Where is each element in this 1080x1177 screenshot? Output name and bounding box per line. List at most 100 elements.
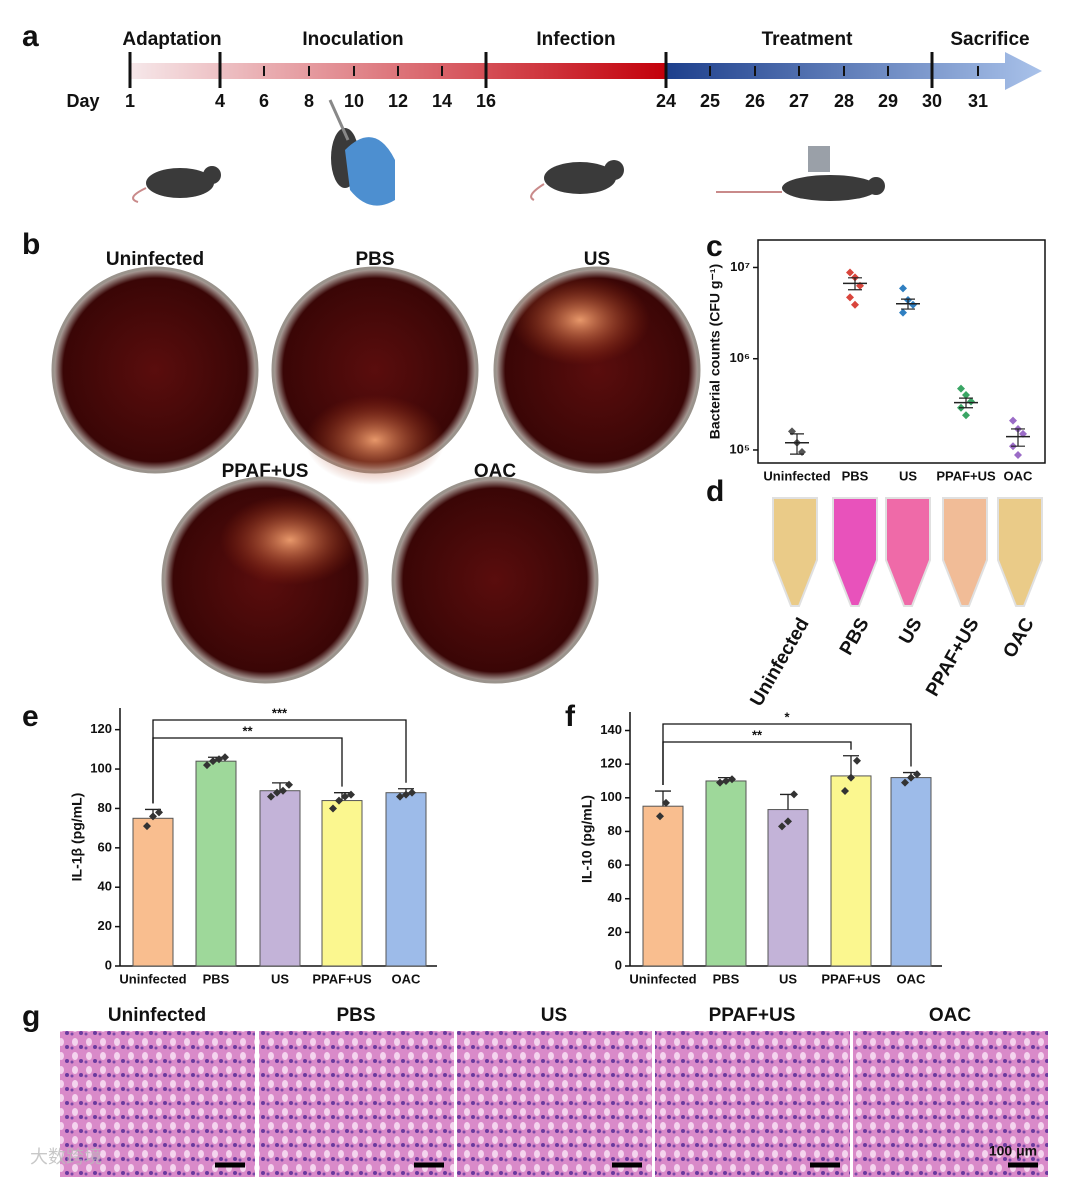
x-tick-label: PPAF+US xyxy=(821,971,881,986)
day-label: Day xyxy=(66,91,99,111)
bar xyxy=(132,817,174,967)
bar xyxy=(259,790,301,967)
data-point xyxy=(716,778,724,787)
significance-label: ** xyxy=(242,723,253,738)
significance-bracket xyxy=(662,741,852,786)
significance-bracket xyxy=(662,723,912,786)
data-point xyxy=(846,268,854,277)
day-number: 29 xyxy=(878,91,898,111)
day-number: 26 xyxy=(745,91,765,111)
bar xyxy=(890,777,932,967)
watermark: 大数跨境 xyxy=(30,1147,102,1167)
phase-label: Infection xyxy=(536,29,615,50)
y-tick-label: 80 xyxy=(608,823,622,838)
plate-title: US xyxy=(584,249,610,270)
data-point xyxy=(790,790,798,799)
day-number: 16 xyxy=(476,91,496,111)
data-point xyxy=(728,775,736,784)
data-point xyxy=(341,792,349,801)
y-tick-label: 60 xyxy=(98,839,112,854)
y-tick-label: 40 xyxy=(608,890,622,905)
day-number: 6 xyxy=(259,91,269,111)
significance-label: * xyxy=(784,709,790,724)
day-number: 12 xyxy=(388,91,408,111)
panel-label: g xyxy=(22,1000,40,1033)
data-point xyxy=(396,792,404,801)
x-tick-label: PBS xyxy=(713,971,740,986)
data-point xyxy=(841,787,849,796)
data-point xyxy=(853,756,861,765)
tube-label: OAC xyxy=(999,614,1038,661)
y-tick-label: 0 xyxy=(615,957,622,972)
day-number: 4 xyxy=(215,91,225,111)
bar xyxy=(385,792,427,967)
tube xyxy=(942,497,988,607)
y-tick-label: 20 xyxy=(98,918,112,933)
data-point xyxy=(899,308,907,317)
x-tick-label: Uninfected xyxy=(629,971,696,986)
data-point xyxy=(329,804,337,813)
data-point xyxy=(203,761,211,770)
panel-label: f xyxy=(565,700,576,733)
bar xyxy=(767,809,809,967)
histology-image xyxy=(655,1031,850,1177)
histology: g Uninfected PBS US PPAF+US OAC 100 μm xyxy=(22,1000,1048,1177)
tube-label: PPAF+US xyxy=(922,615,984,701)
data-point xyxy=(143,822,151,831)
data-point xyxy=(656,812,664,821)
x-tick-label: PBS xyxy=(842,468,869,483)
x-tick-label: OAC xyxy=(897,971,927,986)
significance-label: *** xyxy=(272,705,288,720)
phase-label: Inoculation xyxy=(302,29,403,50)
histology-title: US xyxy=(541,1005,567,1026)
data-point xyxy=(907,773,915,782)
data-point xyxy=(909,300,917,309)
x-tick-label: PBS xyxy=(203,971,230,986)
tube xyxy=(832,497,878,607)
phase-label: Treatment xyxy=(762,29,853,50)
y-tick-label: 10⁷ xyxy=(730,259,750,274)
y-tick-label: 60 xyxy=(608,857,622,872)
tube-label: PBS xyxy=(836,615,874,659)
error-bar xyxy=(843,755,859,776)
data-point xyxy=(899,284,907,293)
y-tick-label: 10⁵ xyxy=(729,441,750,456)
x-tick-label: PPAF+US xyxy=(312,971,372,986)
tube xyxy=(997,497,1043,607)
day-number: 10 xyxy=(344,91,364,111)
plate-title: Uninfected xyxy=(106,249,204,270)
significance-label: ** xyxy=(752,727,763,742)
panel-label: c xyxy=(706,230,723,263)
day-number: 1 xyxy=(125,91,135,111)
day-number: 8 xyxy=(304,91,314,111)
data-point xyxy=(209,757,217,766)
x-tick-label: Uninfected xyxy=(119,971,186,986)
x-tick-label: US xyxy=(899,468,917,483)
histology-image xyxy=(259,1031,454,1177)
data-point xyxy=(962,411,970,420)
y-tick-label: 0 xyxy=(105,957,112,972)
data-point xyxy=(957,384,965,393)
error-bar xyxy=(1011,428,1025,447)
significance-bracket xyxy=(152,737,343,804)
bacterial-lawn xyxy=(305,395,445,485)
day-number: 28 xyxy=(834,91,854,111)
x-tick-label: US xyxy=(271,971,289,986)
chart: f IL-10 (pg/mL) 0 20 40 60 80 100 120 140 Uninfect… xyxy=(565,700,942,986)
data-point xyxy=(215,755,223,764)
data-point xyxy=(962,391,970,400)
tube-label: Uninfected xyxy=(746,615,813,711)
data-point xyxy=(847,773,855,782)
data-point xyxy=(722,776,730,785)
mouse xyxy=(146,168,214,198)
x-tick-label: PPAF+US xyxy=(936,468,996,483)
day-number: 24 xyxy=(656,91,676,111)
agar-plate xyxy=(51,266,259,474)
data-point xyxy=(1014,451,1022,460)
y-tick-label: 100 xyxy=(600,789,622,804)
histology-image xyxy=(60,1031,255,1177)
plate-title: OAC xyxy=(474,461,517,482)
bacterial-lawn xyxy=(510,275,650,365)
mice xyxy=(132,99,885,206)
